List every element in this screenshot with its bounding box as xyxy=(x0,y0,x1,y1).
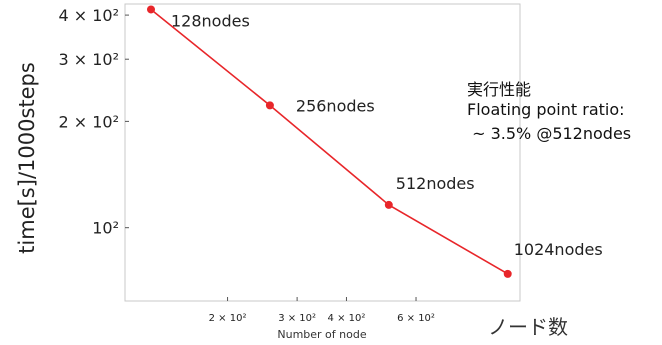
data-label-3: 1024nodes xyxy=(514,240,603,259)
y-tick-label-3: 4 × 10² xyxy=(58,6,119,25)
x-tick-label-3: 6 × 10² xyxy=(397,313,435,324)
data-label-1: 256nodes xyxy=(296,96,375,115)
data-point-3 xyxy=(503,269,512,278)
x-tick-label-0: 2 × 10² xyxy=(209,313,247,324)
x-axis-label-japanese: ノード数 xyxy=(488,315,568,339)
x-axis-ticks: 2 × 10² 3 × 10² 4 × 10² 6 × 10² xyxy=(209,297,435,324)
x-tick-label-1: 3 × 10² xyxy=(278,313,316,324)
y-tick-label-0: 10² xyxy=(92,219,119,238)
y-tick-label-1: 2 × 10² xyxy=(58,112,119,131)
y-axis-label: time[s]/1000steps xyxy=(15,62,39,254)
data-point-0 xyxy=(146,5,155,14)
note-line-3: ~ 3.5% @512nodes xyxy=(467,124,632,143)
x-tick-label-2: 4 × 10² xyxy=(328,313,366,324)
y-tick-label-2: 3 × 10² xyxy=(58,50,119,69)
data-point-1 xyxy=(265,101,274,110)
note-line-2: Floating point ratio: xyxy=(467,100,625,119)
data-point-2 xyxy=(384,200,393,209)
data-label-2: 512nodes xyxy=(396,174,475,193)
data-label-0: 128nodes xyxy=(171,11,250,30)
series-line-0 xyxy=(150,8,509,275)
x-axis-label: Number of node xyxy=(277,328,366,341)
note-line-1: 実行性能 xyxy=(467,80,532,99)
plot-frame xyxy=(124,3,521,302)
y-axis-ticks: 10² 2 × 10² 3 × 10² 4 × 10² xyxy=(58,6,129,238)
series-layer: 128nodes 256nodes 512nodes 1024nodes xyxy=(146,5,603,278)
